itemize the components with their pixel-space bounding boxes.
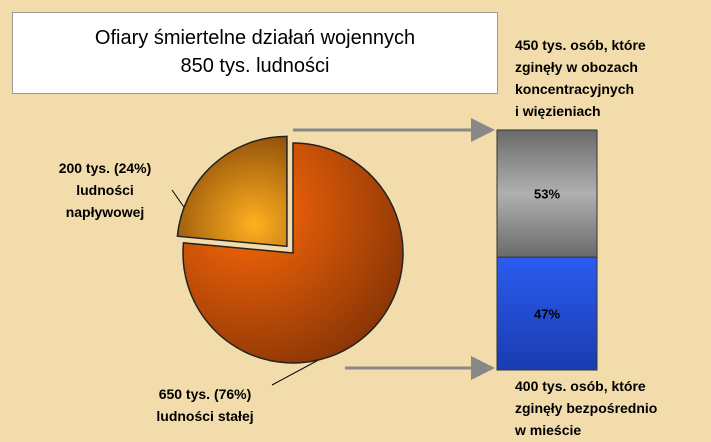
bar-segment [496,256,598,371]
slice-category: ludności napływowej [65,182,145,220]
slice-label: 200 tys. (24%) ludności napływowej [30,157,180,223]
pie-slice [176,135,288,248]
chart-title: Ofiary śmiertelne działań wojennych [94,27,416,49]
bar-value-label: 47% [534,307,560,322]
bar-value-label: 53% [534,187,560,202]
bar-segment [496,129,598,258]
slice-label: 650 tys. (76%) ludności stałej [130,383,280,427]
slice-value-label: 200 tys. (24%) [58,160,152,176]
slice-category: ludności stałej [156,408,254,424]
title-box: Ofiary śmiertelne działań wojennych 850 … [12,12,498,94]
bar-category: 400 tys. osób, które zginęły bezpośredni… [515,378,658,438]
slice-value-label: 650 tys. (76%) [158,386,252,402]
bar-category: 450 tys. osób, które zginęły w obozach k… [515,37,646,119]
chart-subtitle: 850 tys. ludności [180,55,330,77]
pie-slice [182,142,404,364]
